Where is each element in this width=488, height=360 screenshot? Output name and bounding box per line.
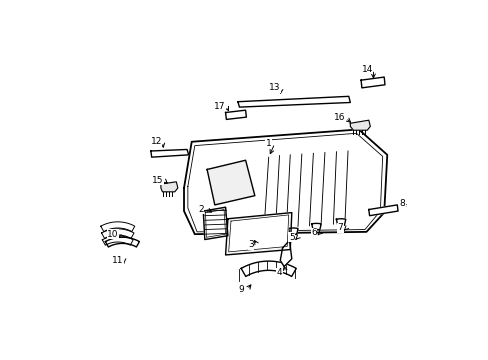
Polygon shape (207, 160, 254, 205)
Text: 9: 9 (238, 285, 244, 294)
Polygon shape (225, 110, 246, 120)
Polygon shape (102, 236, 133, 245)
Polygon shape (360, 77, 384, 88)
Polygon shape (183, 130, 386, 234)
Polygon shape (161, 182, 178, 192)
Text: 6: 6 (311, 228, 316, 237)
Polygon shape (101, 222, 135, 231)
Polygon shape (105, 237, 139, 247)
Polygon shape (349, 120, 369, 130)
Polygon shape (102, 229, 134, 238)
Polygon shape (203, 207, 227, 239)
Polygon shape (280, 240, 291, 266)
Text: 17: 17 (214, 102, 225, 111)
Polygon shape (311, 224, 321, 230)
Polygon shape (368, 205, 397, 216)
Text: 4: 4 (276, 268, 282, 277)
Text: 7: 7 (337, 224, 343, 233)
Text: 1: 1 (265, 139, 271, 148)
Text: 2: 2 (198, 205, 203, 214)
Text: 14: 14 (361, 65, 372, 74)
Polygon shape (241, 261, 296, 276)
Text: 12: 12 (150, 137, 162, 146)
Text: 13: 13 (268, 84, 280, 93)
Text: 11: 11 (112, 256, 123, 265)
Text: 5: 5 (288, 233, 294, 242)
Text: 10: 10 (107, 230, 119, 239)
Polygon shape (228, 215, 288, 252)
Polygon shape (205, 210, 225, 237)
Text: 16: 16 (333, 113, 345, 122)
Text: 3: 3 (247, 240, 253, 249)
Polygon shape (151, 149, 188, 157)
Text: 8: 8 (399, 199, 405, 208)
Polygon shape (336, 219, 345, 225)
Text: 15: 15 (152, 176, 163, 185)
Polygon shape (288, 228, 298, 234)
Polygon shape (225, 213, 291, 255)
Polygon shape (238, 96, 349, 107)
